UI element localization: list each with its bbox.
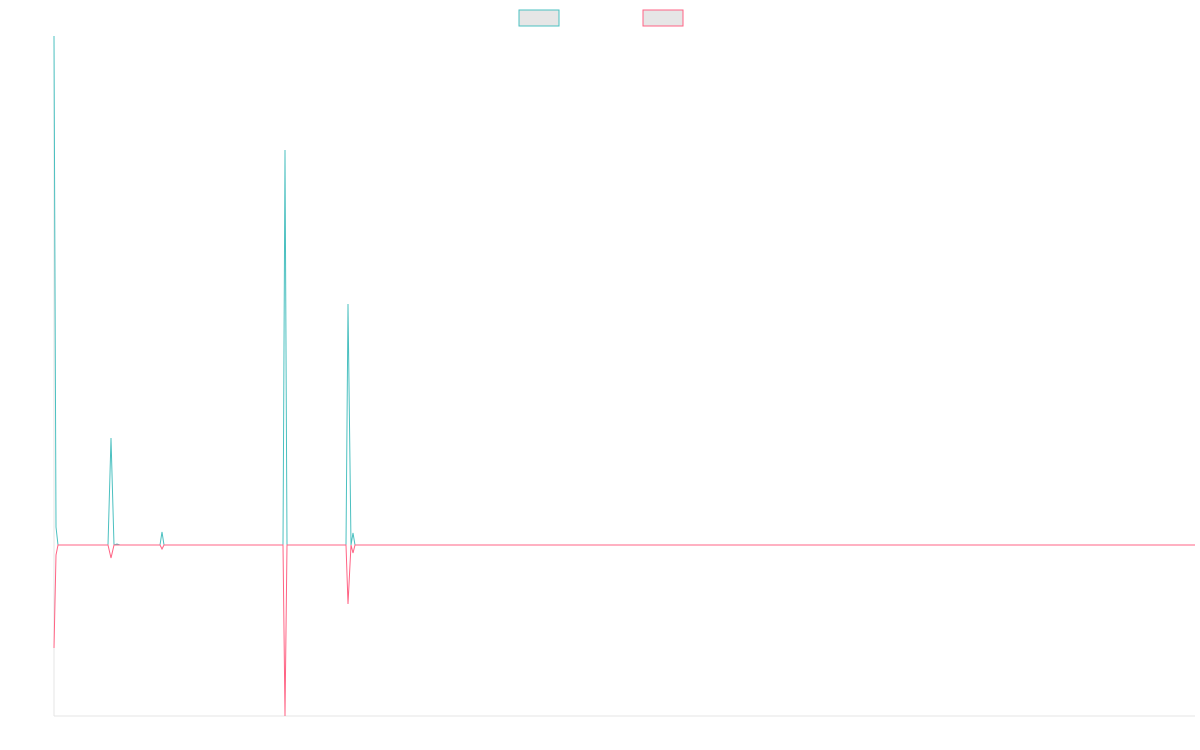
- series-line: [53, 35, 1195, 546]
- legend-swatch[interactable]: [642, 9, 684, 27]
- legend-swatch[interactable]: [518, 9, 560, 27]
- series-line: [53, 544, 1195, 717]
